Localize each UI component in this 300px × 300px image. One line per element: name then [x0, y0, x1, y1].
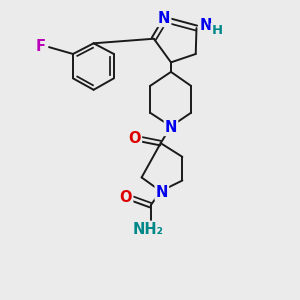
Text: N: N	[200, 18, 212, 33]
Text: O: O	[128, 131, 141, 146]
Text: NH₂: NH₂	[133, 222, 164, 237]
Text: N: N	[158, 11, 170, 26]
Text: O: O	[120, 190, 132, 205]
Text: F: F	[35, 39, 45, 54]
Text: N: N	[156, 185, 168, 200]
Text: N: N	[165, 120, 177, 135]
Text: H: H	[212, 24, 223, 37]
